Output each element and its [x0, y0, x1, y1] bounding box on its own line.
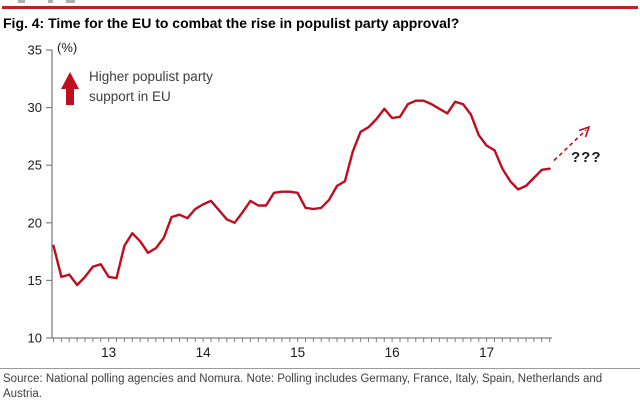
y-tick-label: 15: [28, 273, 42, 288]
cropped-text-artifact: [66, 0, 75, 3]
cropped-text-artifact: [18, 0, 25, 3]
y-axis-unit-label: (%): [57, 40, 78, 55]
y-tick-label: 20: [28, 215, 42, 230]
chart-svg: 10 15 20 25 30 35 13 14 15 16 17: [28, 43, 591, 360]
x-tick-label: 13: [101, 345, 116, 360]
projection-question-marks: ???: [571, 149, 602, 166]
x-tick-label: 14: [196, 345, 212, 360]
projection-arrowhead: [578, 125, 591, 138]
annotation-line1: Higher populist party: [89, 69, 213, 84]
populist-support-line: [52, 99, 551, 287]
projection-arrow: [553, 129, 587, 162]
x-tick-label: 17: [479, 345, 494, 360]
y-tick-label: 10: [28, 331, 42, 346]
annotation-text: Higher populist party support in EU: [89, 67, 213, 107]
x-tick-label: 16: [385, 345, 400, 360]
x-tick-label: 15: [290, 345, 305, 360]
up-arrow-icon: [61, 72, 79, 105]
source-note: Source: National polling agencies and No…: [3, 373, 603, 400]
top-rule: [2, 6, 638, 9]
y-tick-label: 35: [28, 43, 42, 58]
figure-title: Fig. 4: Time for the EU to combat the ri…: [3, 15, 460, 31]
y-tick-label: 25: [28, 158, 42, 173]
footer-divider: [0, 368, 640, 369]
y-tick-label: 30: [28, 100, 42, 115]
annotation-line2: support in EU: [89, 89, 171, 104]
cropped-text-artifact: [48, 0, 53, 3]
